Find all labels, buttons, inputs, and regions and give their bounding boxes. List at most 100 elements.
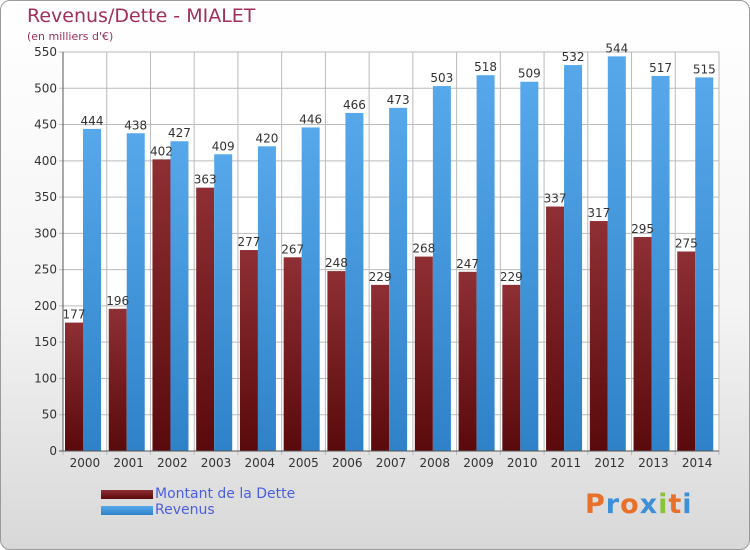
- data-label-debt: 267: [281, 242, 304, 256]
- data-label-revenue: 544: [605, 41, 628, 55]
- bar-debt: [414, 256, 433, 451]
- logo-letter: P: [585, 489, 606, 520]
- legend-swatch-debt: [101, 490, 153, 499]
- y-tick-label: 450: [34, 118, 57, 132]
- bar-revenue: [389, 107, 408, 452]
- bar-debt: [196, 187, 215, 451]
- data-label-debt: 363: [194, 173, 217, 187]
- y-tick-label: 150: [34, 335, 57, 349]
- bar-debt: [502, 284, 521, 451]
- bar-revenue: [564, 65, 583, 452]
- bar-debt: [589, 221, 608, 451]
- bar-debt: [108, 308, 127, 451]
- data-label-revenue: 427: [168, 126, 191, 140]
- data-label-revenue: 420: [255, 131, 278, 145]
- bar-debt: [633, 236, 652, 451]
- bar-debt: [327, 271, 346, 451]
- x-tick-label: 2013: [638, 456, 669, 470]
- bar-revenue: [170, 141, 189, 452]
- bar-debt: [458, 271, 477, 451]
- data-label-revenue: 515: [693, 62, 716, 76]
- data-label-debt: 229: [500, 270, 523, 284]
- y-tick-label: 400: [34, 154, 57, 168]
- bar-revenue: [257, 146, 276, 452]
- data-label-revenue: 466: [343, 98, 366, 112]
- y-tick-label: 50: [42, 408, 57, 422]
- bar-revenue: [83, 128, 101, 451]
- x-tick-label: 2004: [245, 456, 276, 470]
- y-tick-label: 0: [49, 444, 57, 458]
- logo-letter: i: [658, 489, 669, 520]
- bar-debt: [239, 250, 258, 451]
- bar-revenue: [345, 112, 364, 452]
- bar-revenue: [520, 81, 539, 451]
- legend-label-debt: Montant de la Dette: [155, 486, 296, 502]
- x-tick-label: 2008: [419, 456, 450, 470]
- data-label-debt: 268: [412, 242, 435, 256]
- bar-debt: [65, 322, 83, 451]
- proxiti-logo: Proxiti: [585, 489, 693, 520]
- x-tick-label: 2003: [201, 456, 232, 470]
- data-label-revenue: 503: [430, 71, 453, 85]
- data-label-debt: 177: [63, 308, 86, 322]
- data-label-debt: 337: [544, 192, 567, 206]
- data-label-debt: 277: [237, 235, 260, 249]
- x-tick-label: 2000: [70, 456, 101, 470]
- data-label-debt: 196: [106, 294, 129, 308]
- data-label-revenue: 532: [562, 50, 585, 64]
- bar-revenue: [214, 154, 233, 451]
- y-tick-label: 300: [34, 226, 57, 240]
- bar-debt: [152, 159, 171, 451]
- data-label-revenue: 473: [387, 93, 410, 107]
- data-label-revenue: 409: [212, 139, 235, 153]
- data-label-debt: 247: [456, 257, 479, 271]
- data-label-debt: 402: [150, 144, 173, 158]
- bar-revenue: [126, 133, 145, 451]
- chart-subtitle: (en milliers d'€): [27, 30, 114, 43]
- data-label-revenue: 517: [649, 61, 672, 75]
- x-tick-label: 2005: [288, 456, 319, 470]
- data-label-debt: 295: [631, 222, 654, 236]
- data-label-debt: 275: [675, 237, 698, 251]
- x-tick-label: 2007: [376, 456, 407, 470]
- legend-label-revenue: Revenus: [155, 502, 215, 518]
- bar-debt: [677, 251, 696, 451]
- logo-letter: x: [639, 489, 659, 520]
- data-label-revenue: 446: [299, 112, 322, 126]
- data-label-revenue: 438: [124, 118, 147, 132]
- bar-revenue: [476, 75, 495, 452]
- logo-letter: t: [668, 489, 683, 520]
- legend-swatch-revenue: [101, 506, 153, 515]
- y-tick-label: 250: [34, 263, 57, 277]
- x-tick-label: 2010: [507, 456, 538, 470]
- x-tick-label: 2011: [551, 456, 582, 470]
- data-label-revenue: 509: [518, 67, 541, 81]
- logo-letter: i: [682, 489, 693, 520]
- x-tick-label: 2009: [463, 456, 494, 470]
- bar-revenue: [607, 56, 626, 452]
- bar-debt: [546, 206, 565, 451]
- y-tick-label: 350: [34, 190, 57, 204]
- data-label-revenue: 444: [81, 114, 104, 128]
- x-tick-label: 2002: [157, 456, 188, 470]
- y-tick-label: 550: [34, 45, 57, 59]
- bar-revenue: [695, 77, 714, 452]
- logo-letter: o: [620, 489, 640, 520]
- axis-layer: 0 50 100 150 200 250 300 350 400 450 500 550 2000 200…: [34, 45, 719, 470]
- chart-title: Revenus/Dette - MIALET: [27, 5, 256, 27]
- data-label-debt: 229: [369, 270, 392, 284]
- bar-debt: [371, 284, 390, 451]
- data-label-debt: 248: [325, 256, 348, 270]
- y-tick-label: 500: [34, 81, 57, 95]
- bar-debt: [283, 257, 302, 451]
- x-tick-label: 2012: [594, 456, 625, 470]
- logo-letter: r: [605, 489, 621, 520]
- y-tick-label: 100: [34, 371, 57, 385]
- bar-revenue: [651, 75, 670, 451]
- x-tick-label: 2014: [682, 456, 713, 470]
- x-tick-label: 2001: [113, 456, 144, 470]
- bar-revenue: [301, 127, 320, 452]
